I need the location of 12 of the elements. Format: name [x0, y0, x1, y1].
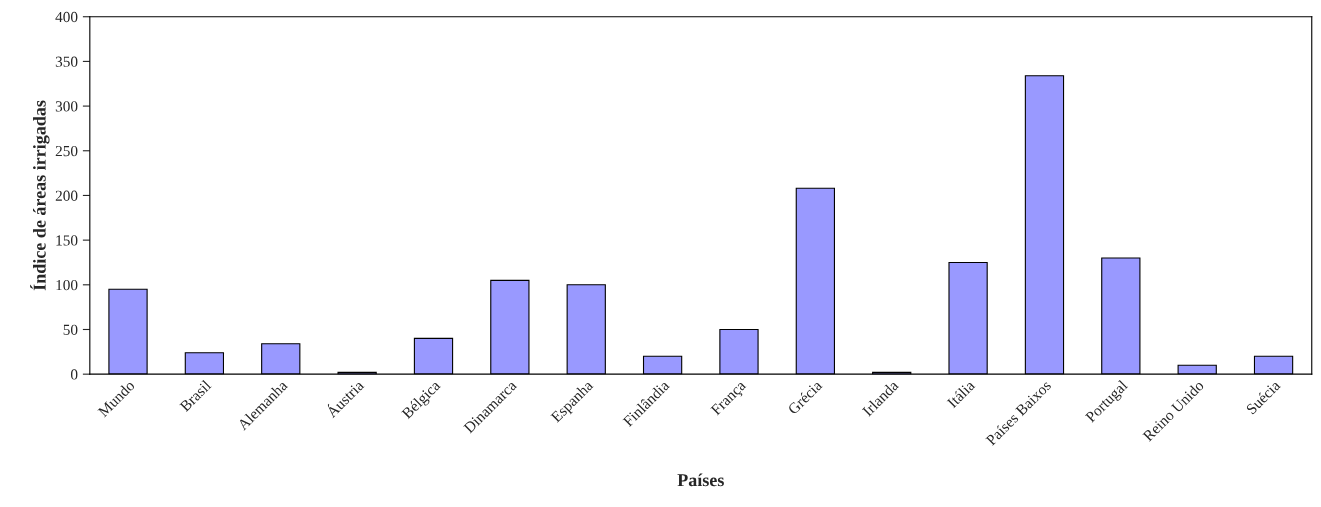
y-tick-label: 400: [55, 11, 78, 23]
y-tick-label: 50: [63, 324, 78, 335]
y-tick-label: 250: [55, 145, 78, 157]
y-tick-label: 350: [55, 56, 78, 67]
y-tick-label: 100: [56, 279, 78, 291]
y-tick-label: 200: [55, 190, 78, 201]
x-tick-label: Itália: [946, 379, 976, 409]
x-axis-title: Países: [677, 473, 724, 487]
y-axis-title: Índice de áreas irrigadas: [30, 100, 50, 291]
y-tick-label: 0: [70, 369, 78, 380]
y-tick-label: 300: [55, 101, 78, 112]
y-tick-label: 150: [56, 235, 78, 246]
